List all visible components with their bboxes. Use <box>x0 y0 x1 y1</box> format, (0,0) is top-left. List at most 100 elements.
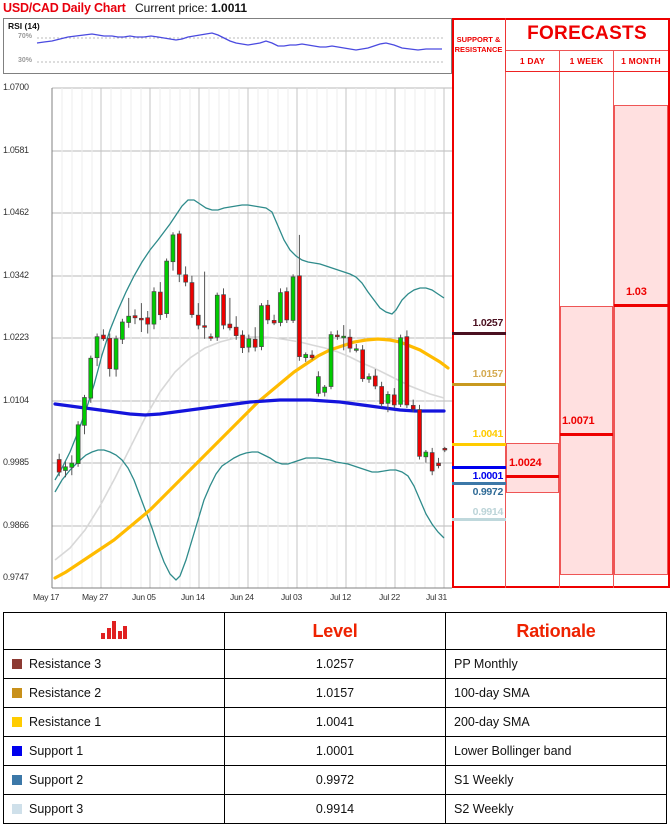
forecast-column-1day: 1.0024 <box>506 72 560 588</box>
sr-line-support-1 <box>452 466 506 469</box>
sr-header-line2: RESISTANCE <box>454 45 503 54</box>
forecast-value-1day: 1.0024 <box>509 457 542 469</box>
y-tick-2: 1.0462 <box>3 207 29 217</box>
level-color-swatch <box>12 717 22 727</box>
forecast-panel: SUPPORT & RESISTANCE FORECASTS 1 DAY 1 W… <box>452 18 670 588</box>
sr-value-support-3: 0.9914 <box>472 506 504 518</box>
forecast-col-label-1week: 1 WEEK <box>569 56 604 66</box>
forecast-col-header-1month: 1 MONTH <box>614 51 668 72</box>
current-price: Current price: 1.0011 <box>135 1 247 15</box>
sr-line-resistance-2 <box>452 383 506 386</box>
x-tick-6: Jul 12 <box>330 592 351 602</box>
x-tick-1: May 27 <box>82 592 109 602</box>
level-rationale-cell: 100-day SMA <box>445 678 667 708</box>
y-tick-1: 1.0581 <box>3 145 29 155</box>
forecast-value-1month: 1.03 <box>626 286 647 298</box>
sr-value-resistance-1: 1.0041 <box>472 428 504 440</box>
level-value-cell: 1.0041 <box>224 707 446 737</box>
table-row: Support 2 0.9972 S1 Weekly <box>3 765 667 795</box>
forecasts-title: FORECASTS <box>506 18 668 51</box>
y-tick-3: 1.0342 <box>3 270 29 280</box>
price-chart <box>51 87 452 589</box>
table-header-rationale: Rationale <box>445 612 667 650</box>
level-rationale-cell: PP Monthly <box>445 649 667 679</box>
x-tick-3: Jun 14 <box>181 592 205 602</box>
current-price-value: 1.0011 <box>211 1 248 15</box>
level-name-text: Resistance 2 <box>29 686 102 700</box>
sr-line-support-2 <box>452 482 506 485</box>
level-color-swatch <box>12 775 22 785</box>
table-row: Resistance 3 1.0257 PP Monthly <box>3 649 667 679</box>
level-name-cell: Resistance 2 <box>3 678 225 708</box>
rsi-plot <box>36 32 444 63</box>
level-name-cell: Resistance 3 <box>3 649 225 679</box>
x-tick-7: Jul 22 <box>379 592 400 602</box>
table-row: Resistance 1 1.0041 200-day SMA <box>3 707 667 737</box>
level-color-swatch <box>12 746 22 756</box>
level-rationale-cell: S2 Weekly <box>445 794 667 824</box>
table-header-rationale-text: Rationale <box>516 620 596 641</box>
rsi-tick-70: 70% <box>18 33 33 40</box>
level-name-text: Support 1 <box>29 744 84 758</box>
forecast-line-1day <box>506 475 559 478</box>
sr-levels-column: 1.0257 1.0157 1.0041 1.0001 0.9972 0.991… <box>452 72 506 588</box>
forecast-panel-border <box>452 18 670 588</box>
table-header-level-text: Level <box>312 620 358 641</box>
y-tick-5: 1.0104 <box>3 395 29 405</box>
forecast-value-1week: 1.0071 <box>562 415 595 427</box>
forecast-col-header-1week: 1 WEEK <box>560 51 614 72</box>
level-name-cell: Support 3 <box>3 794 225 824</box>
y-tick-4: 1.0223 <box>3 332 29 342</box>
level-value-cell: 0.9972 <box>224 765 446 795</box>
level-name-cell: Support 2 <box>3 765 225 795</box>
y-tick-0: 1.0700 <box>3 82 29 92</box>
x-tick-5: Jul 03 <box>281 592 302 602</box>
level-color-swatch <box>12 804 22 814</box>
forecast-column-1week: 1.0071 <box>560 72 614 588</box>
bar-chart-icon <box>101 619 127 639</box>
rsi-tick-30: 30% <box>18 57 33 64</box>
forecast-col-header-1day: 1 DAY <box>506 51 560 72</box>
rsi-panel: RSI (14) 70% 30% <box>3 18 452 74</box>
sr-value-resistance-2: 1.0157 <box>472 368 504 380</box>
forecast-line-1month <box>614 304 668 307</box>
x-tick-8: Jul 31 <box>426 592 447 602</box>
current-price-label: Current price: <box>135 1 208 15</box>
forecast-range-1week <box>560 306 613 575</box>
sr-header-line1: SUPPORT & <box>456 35 501 44</box>
sr-line-support-3 <box>452 518 506 521</box>
forecast-line-1week <box>560 433 613 436</box>
support-resistance-header: SUPPORT & RESISTANCE <box>452 18 506 72</box>
level-rationale-cell: 200-day SMA <box>445 707 667 737</box>
table-header-row: Level Rationale <box>3 612 667 650</box>
forecast-range-1month <box>614 105 668 575</box>
level-rationale-cell: Lower Bollinger band <box>445 736 667 766</box>
y-tick-7: 0.9866 <box>3 520 29 530</box>
levels-table: Level Rationale Resistance 3 1.0257 PP Mon… <box>3 612 667 824</box>
level-rationale-cell: S1 Weekly <box>445 765 667 795</box>
level-value-cell: 0.9914 <box>224 794 446 824</box>
table-row: Support 3 0.9914 S2 Weekly <box>3 794 667 824</box>
x-tick-0: May 17 <box>33 592 60 602</box>
page-title: USD/CAD Daily Chart <box>3 1 126 15</box>
table-row: Support 1 1.0001 Lower Bollinger band <box>3 736 667 766</box>
forecast-range-1day <box>506 443 559 493</box>
sr-value-resistance-3: 1.0257 <box>472 317 504 329</box>
level-name-text: Support 2 <box>29 773 84 787</box>
level-value-cell: 1.0001 <box>224 736 446 766</box>
table-header-level: Level <box>224 612 446 650</box>
sr-value-support-2: 0.9972 <box>472 486 504 498</box>
level-color-swatch <box>12 659 22 669</box>
level-name-text: Support 3 <box>29 802 84 816</box>
sr-value-support-1: 1.0001 <box>472 470 504 482</box>
forecast-col-label-1month: 1 MONTH <box>621 56 661 66</box>
table-row: Resistance 2 1.0157 100-day SMA <box>3 678 667 708</box>
sr-line-resistance-1 <box>452 443 506 446</box>
level-name-text: Resistance 3 <box>29 657 102 671</box>
level-value-cell: 1.0257 <box>224 649 446 679</box>
level-value-cell: 1.0157 <box>224 678 446 708</box>
y-tick-8: 0.9747 <box>3 572 29 582</box>
level-name-cell: Support 1 <box>3 736 225 766</box>
chart-header: USD/CAD Daily Chart Current price: 1.001… <box>0 0 452 16</box>
level-name-text: Resistance 1 <box>29 715 102 729</box>
